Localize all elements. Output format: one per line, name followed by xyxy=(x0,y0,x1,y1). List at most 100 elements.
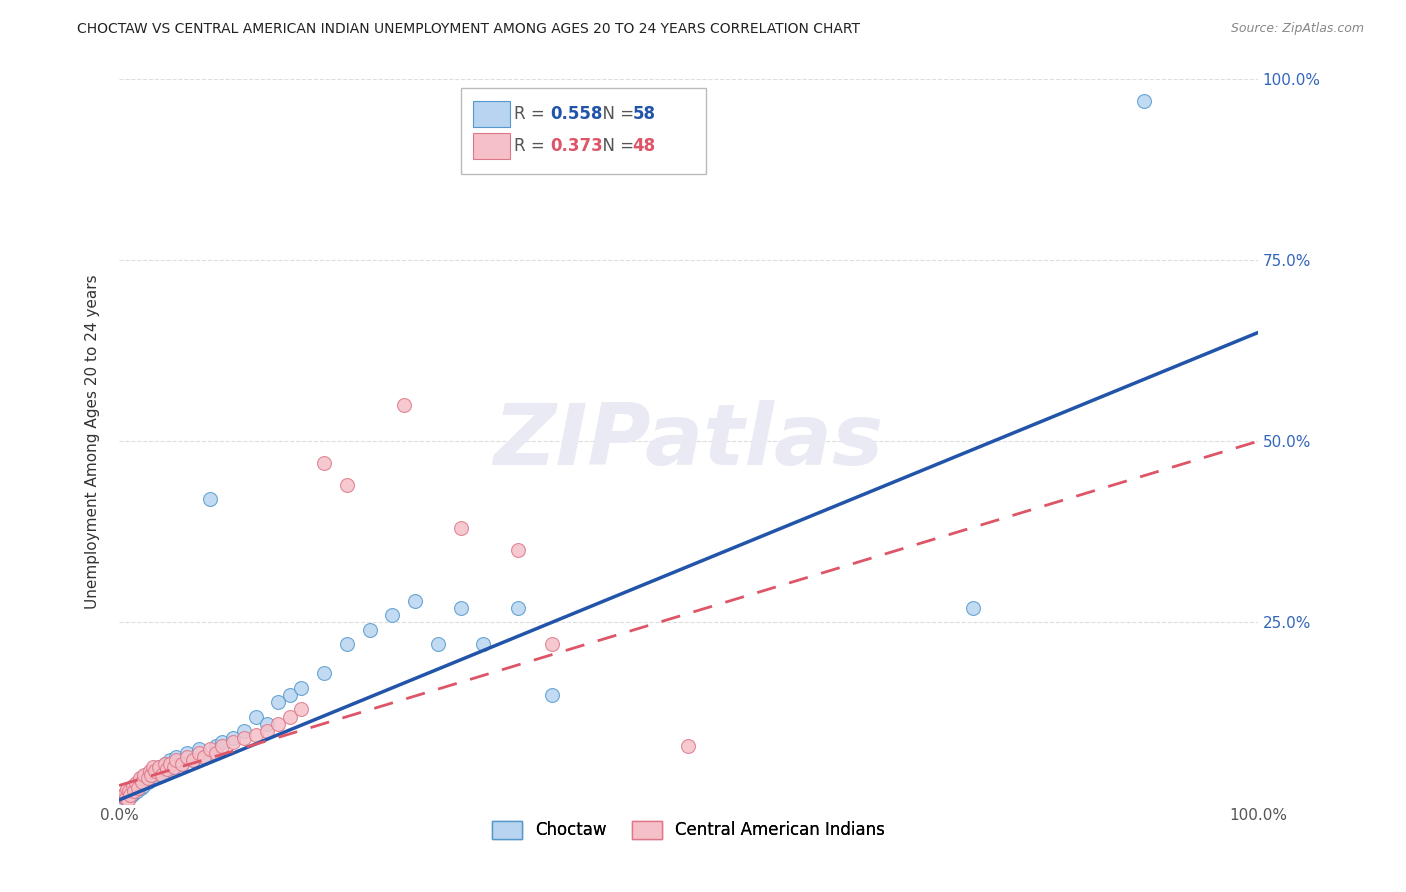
Point xyxy=(150,767,173,781)
Point xyxy=(170,756,193,771)
Text: R =: R = xyxy=(515,104,550,123)
Point xyxy=(336,477,359,491)
Point xyxy=(127,783,149,797)
Point xyxy=(163,760,186,774)
Point xyxy=(381,608,404,623)
Point xyxy=(128,771,150,785)
Point xyxy=(222,735,245,749)
Point xyxy=(142,764,165,778)
Point xyxy=(131,775,153,789)
Point xyxy=(193,749,215,764)
Point xyxy=(506,601,529,615)
Point xyxy=(159,753,181,767)
Point xyxy=(111,789,134,804)
Point xyxy=(136,771,159,785)
Text: ZIPatlas: ZIPatlas xyxy=(494,400,883,483)
Point xyxy=(267,717,290,731)
Point xyxy=(211,735,233,749)
Point xyxy=(245,709,267,723)
Point xyxy=(540,637,562,651)
Y-axis label: Unemployment Among Ages 20 to 24 years: Unemployment Among Ages 20 to 24 years xyxy=(86,274,100,608)
Point xyxy=(392,398,415,412)
Point xyxy=(233,731,256,746)
Point xyxy=(205,746,228,760)
Point xyxy=(131,771,153,785)
Point xyxy=(678,739,700,753)
Point xyxy=(193,749,215,764)
Point xyxy=(121,788,143,802)
Point xyxy=(540,688,562,702)
Point xyxy=(450,521,472,535)
Point xyxy=(114,786,136,800)
Point xyxy=(121,779,143,793)
Point xyxy=(139,767,162,781)
Text: CHOCTAW VS CENTRAL AMERICAN INDIAN UNEMPLOYMENT AMONG AGES 20 TO 24 YEARS CORREL: CHOCTAW VS CENTRAL AMERICAN INDIAN UNEMP… xyxy=(77,22,860,37)
Point xyxy=(132,779,155,793)
Point xyxy=(153,756,176,771)
Point xyxy=(222,731,245,746)
Point xyxy=(198,492,221,507)
Point xyxy=(256,717,278,731)
Point xyxy=(145,764,167,778)
Point xyxy=(181,753,204,767)
Point xyxy=(121,782,143,797)
Point xyxy=(312,456,335,470)
Point xyxy=(120,783,142,797)
FancyBboxPatch shape xyxy=(461,88,706,174)
Point xyxy=(125,779,148,793)
Point xyxy=(122,783,145,797)
Point xyxy=(153,756,176,771)
Point xyxy=(205,739,228,753)
Text: 58: 58 xyxy=(633,104,655,123)
Point xyxy=(132,769,155,783)
Point xyxy=(211,739,233,753)
Text: 0.373: 0.373 xyxy=(551,136,603,154)
Point xyxy=(115,782,138,797)
Point xyxy=(962,601,984,615)
Point xyxy=(290,702,312,716)
Text: 48: 48 xyxy=(633,136,655,154)
Point xyxy=(127,776,149,790)
Point xyxy=(312,666,335,681)
Point xyxy=(176,749,198,764)
FancyBboxPatch shape xyxy=(474,133,509,159)
Text: R =: R = xyxy=(515,136,550,154)
Point xyxy=(506,543,529,558)
Point xyxy=(118,783,141,797)
Text: Source: ZipAtlas.com: Source: ZipAtlas.com xyxy=(1230,22,1364,36)
Point xyxy=(156,764,179,778)
Point xyxy=(336,637,359,651)
Point xyxy=(136,775,159,789)
Point xyxy=(115,790,138,805)
Text: 0.558: 0.558 xyxy=(551,104,603,123)
Point xyxy=(156,762,179,776)
Text: N =: N = xyxy=(592,136,638,154)
Point xyxy=(117,786,139,800)
Point xyxy=(181,753,204,767)
Point xyxy=(132,767,155,781)
Point xyxy=(245,728,267,742)
Point xyxy=(118,790,141,805)
Point xyxy=(359,623,381,637)
Point xyxy=(129,780,152,795)
Point xyxy=(187,742,209,756)
Point xyxy=(122,786,145,800)
Point xyxy=(139,766,162,780)
Point xyxy=(139,764,162,778)
Point xyxy=(120,788,142,802)
Point xyxy=(115,788,138,802)
Point xyxy=(145,769,167,783)
Point xyxy=(256,724,278,739)
Point xyxy=(170,756,193,771)
Point xyxy=(159,756,181,771)
Point xyxy=(472,637,495,651)
Point xyxy=(278,688,301,702)
Point xyxy=(111,793,134,807)
Point xyxy=(124,780,146,795)
Point xyxy=(165,749,187,764)
Point xyxy=(450,601,472,615)
Point xyxy=(404,593,426,607)
Point xyxy=(198,742,221,756)
Point xyxy=(187,746,209,760)
Point xyxy=(128,775,150,789)
